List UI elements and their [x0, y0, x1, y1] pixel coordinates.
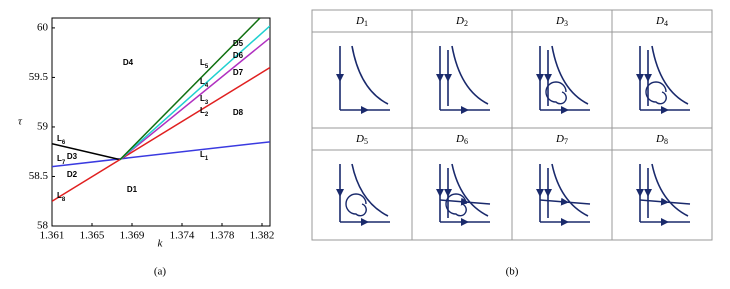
y-tick-label: 58.5 — [29, 170, 49, 182]
table-header-sub: 6 — [464, 137, 468, 146]
y-tick-label: 60 — [37, 21, 49, 33]
line-label-main: L — [200, 150, 205, 159]
line-label: L8 — [57, 191, 66, 202]
table-header-main: D — [655, 15, 664, 27]
table-header: D1 — [355, 15, 368, 28]
region-label: D3 — [67, 152, 78, 161]
trajectory — [351, 45, 389, 105]
table-header-sub: 2 — [464, 19, 468, 28]
table-header: D2 — [455, 15, 468, 28]
region-label: D6 — [233, 51, 244, 60]
table-header-main: D — [455, 133, 464, 145]
y-tick-label: 58 — [37, 220, 49, 232]
region-label: D1 — [127, 185, 138, 194]
x-tick-label: 1.374 — [170, 230, 195, 242]
line — [52, 141, 270, 168]
line-label-main: L — [57, 134, 62, 143]
trajectory — [351, 163, 389, 217]
table-header-main: D — [455, 15, 464, 27]
x-tick-label: 1.365 — [80, 230, 105, 242]
region-label: D7 — [233, 68, 244, 77]
line-label-sub: 4 — [205, 83, 209, 89]
trajectory — [639, 197, 691, 206]
table-header: D5 — [355, 133, 368, 146]
line-label: L1 — [200, 150, 209, 161]
table-header-sub: 3 — [564, 19, 568, 28]
region-label: D2 — [67, 170, 78, 179]
table-header-sub: 4 — [664, 19, 668, 28]
line-label-main: L — [200, 58, 205, 67]
trajectory — [451, 163, 489, 217]
table-header-sub: 5 — [364, 137, 368, 146]
table-header-sub: 8 — [664, 137, 668, 146]
table-header: D3 — [555, 15, 568, 28]
line-label-sub: 6 — [62, 140, 66, 146]
region-label: D5 — [233, 39, 244, 48]
x-tick-label: 1.361 — [40, 230, 65, 242]
spiral — [345, 193, 367, 217]
line — [119, 25, 270, 161]
line-label-main: L — [200, 94, 205, 103]
trajectory — [539, 197, 591, 206]
trajectory — [651, 45, 689, 105]
x-tick-label: 1.382 — [250, 230, 275, 242]
line-label: L7 — [57, 154, 66, 165]
line — [52, 66, 270, 202]
table-header: D6 — [455, 133, 468, 146]
table-header-sub: 1 — [364, 19, 368, 28]
line-label: L4 — [200, 77, 209, 88]
spiral — [645, 81, 667, 105]
table-header-main: D — [355, 15, 364, 27]
line — [119, 37, 270, 161]
x-tick-label: 1.378 — [210, 230, 235, 242]
table-header-main: D — [555, 15, 564, 27]
table-header: D8 — [655, 133, 668, 146]
trajectory — [439, 197, 491, 206]
spiral — [445, 193, 467, 217]
y-tick-label: 59.5 — [29, 71, 49, 83]
line-label-sub: 1 — [205, 156, 209, 162]
table-header-main: D — [355, 133, 364, 145]
line-label-sub: 3 — [205, 100, 209, 106]
plot-frame — [51, 17, 271, 227]
panel-label: (a) — [154, 266, 167, 278]
line-label-main: L — [200, 106, 205, 115]
line-label: L2 — [200, 106, 209, 117]
line-label-sub: 7 — [62, 160, 66, 166]
table-header-main: D — [655, 133, 664, 145]
line-label: L6 — [57, 134, 66, 145]
line-label-main: L — [200, 77, 205, 86]
panel-label: (b) — [506, 266, 519, 278]
y-axis-label: τ — [18, 116, 23, 128]
region-label: D8 — [233, 108, 244, 117]
line-label: L5 — [200, 58, 209, 69]
line-label-main: L — [57, 191, 62, 200]
table-header: D4 — [655, 15, 668, 28]
region-label: D4 — [123, 58, 134, 67]
x-tick-label: 1.369 — [120, 230, 145, 242]
y-tick-label: 59 — [37, 120, 49, 132]
table-header-main: D — [555, 133, 564, 145]
line-label-main: L — [57, 154, 62, 163]
line-label-sub: 2 — [205, 112, 209, 118]
table-header: D7 — [555, 133, 568, 146]
line — [52, 143, 121, 161]
line-label-sub: 5 — [205, 64, 209, 70]
trajectory — [551, 163, 589, 217]
trajectory — [551, 45, 589, 105]
x-axis-label: k — [158, 238, 164, 250]
trajectory — [651, 163, 689, 217]
line — [119, 18, 261, 161]
line-label: L3 — [200, 94, 209, 105]
line-label-sub: 8 — [62, 197, 66, 203]
trajectory — [451, 45, 489, 105]
spiral — [545, 81, 567, 105]
table-header-sub: 7 — [564, 137, 568, 146]
